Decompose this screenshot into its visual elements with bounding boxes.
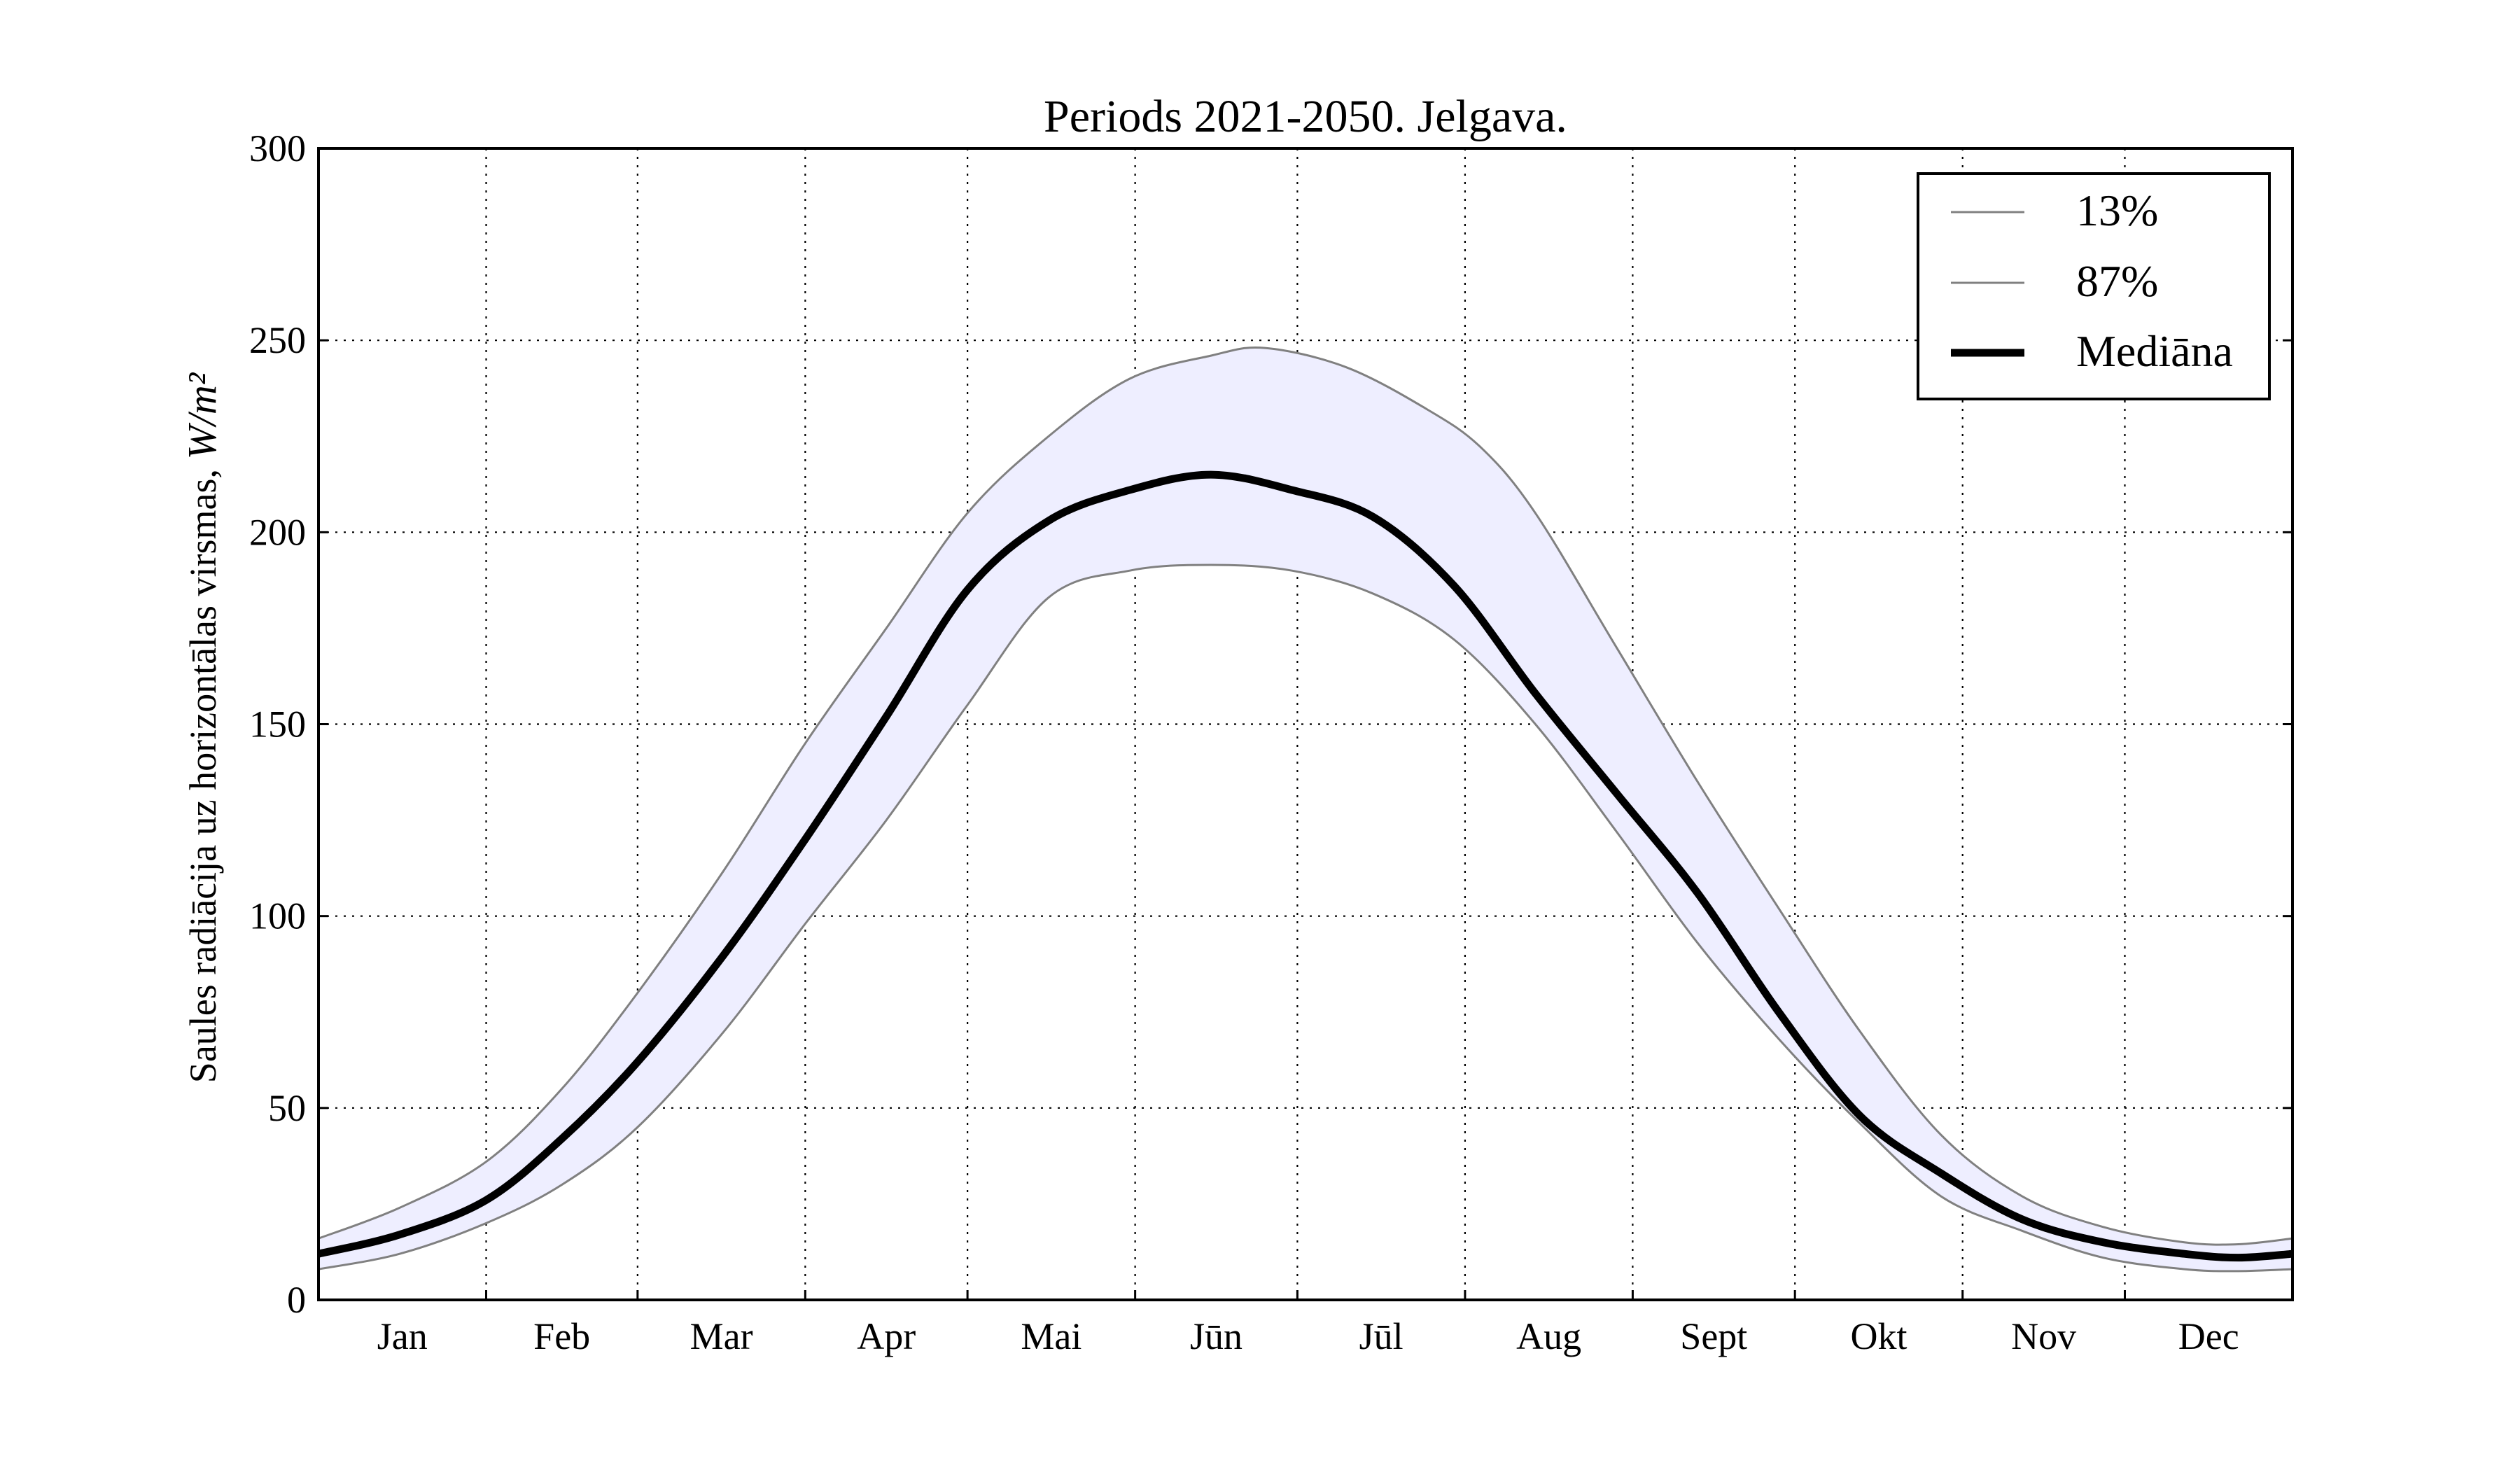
- y-tick-label: 100: [249, 895, 306, 937]
- legend: 13% 87% Mediāna: [1917, 172, 2271, 400]
- x-tick-label: Mai: [1021, 1315, 1082, 1357]
- series-line-median: [317, 470, 2293, 1262]
- x-tick-label: Jūl: [1359, 1315, 1404, 1357]
- series-line-13: [318, 564, 2293, 1273]
- percentile-band: [318, 347, 2292, 1271]
- chart-title: Periods 2021-2050. Jelgava.: [1044, 91, 1567, 142]
- x-tick-label: Jan: [377, 1315, 428, 1357]
- x-tick-label: Sept: [1680, 1315, 1747, 1357]
- y-tick-label: 250: [249, 319, 306, 361]
- y-axis-unit: W/m²: [179, 372, 225, 459]
- x-tick-label: Nov: [2011, 1315, 2076, 1357]
- y-tick-label: 50: [268, 1087, 306, 1129]
- x-tick-label: Aug: [1516, 1315, 1581, 1357]
- x-tick-label: Dec: [2178, 1315, 2239, 1357]
- legend-label-87: 87%: [2076, 256, 2158, 306]
- y-axis-label: Saules radiācija uz horizontālas virsmas…: [179, 372, 225, 1083]
- y-tick-label: 0: [287, 1279, 306, 1321]
- y-axis-label-text: Saules radiācija uz horizontālas virsmas…: [182, 459, 224, 1083]
- y-tick-label: 300: [249, 127, 306, 169]
- x-tick-label: Apr: [857, 1315, 916, 1357]
- y-tick-label: 200: [249, 511, 306, 553]
- x-tick-label: Feb: [533, 1315, 590, 1357]
- y-tick-label: 150: [249, 704, 306, 746]
- x-tick-label: Jūn: [1190, 1315, 1242, 1357]
- legend-label-13: 13%: [2076, 186, 2158, 235]
- x-tick-label: Mar: [690, 1315, 753, 1357]
- series-line-87: [318, 346, 2293, 1246]
- x-tick-label: Okt: [1850, 1315, 1907, 1357]
- legend-label-median: Mediāna: [2076, 326, 2233, 376]
